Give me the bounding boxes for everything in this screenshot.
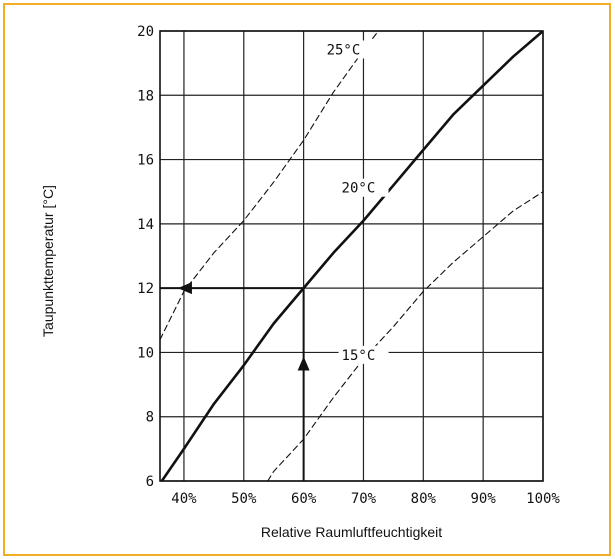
x-tick-label-80: 80%	[411, 491, 437, 507]
plot-border	[159, 30, 544, 482]
series-labels: 25°C 20°C 15°C	[323, 40, 389, 364]
series-label-0: 25°C	[327, 43, 361, 59]
y-tick-label-18: 18	[137, 88, 154, 104]
x-axis-title: Relative Raumluftfeuchtigkeit	[261, 524, 442, 540]
chart-frame: 6 8 10 12 14 16 18 20 40% 50% 60% 70% 80% 90% 100% 25…	[3, 3, 611, 556]
x-tick-label-50: 50%	[231, 491, 257, 507]
series-label-1: 20°C	[342, 181, 376, 197]
x-tick-label-100: 100%	[526, 491, 560, 507]
y-tick-labels: 6 8 10 12 14 16 18 20	[137, 24, 154, 490]
x-tick-label-70: 70%	[351, 491, 377, 507]
series-group	[160, 31, 543, 481]
annotation-group	[160, 282, 310, 481]
series-line-2	[267, 191, 543, 481]
series-label-2: 15°C	[342, 348, 376, 364]
y-tick-label-8: 8	[146, 410, 154, 426]
x-tick-label-90: 90%	[471, 491, 497, 507]
y-tick-label-12: 12	[137, 281, 154, 297]
series-label-bg-2	[338, 345, 389, 364]
y-axis-title: Taupunkttemperatur [°C]	[40, 185, 56, 337]
y-tick-label-20: 20	[137, 24, 154, 40]
dewpoint-chart: 6 8 10 12 14 16 18 20 40% 50% 60% 70% 80% 90% 100% 25…	[40, 24, 560, 540]
y-tick-label-16: 16	[137, 153, 154, 169]
y-tick-label-10: 10	[137, 345, 154, 361]
x-tick-label-40: 40%	[171, 491, 197, 507]
series-line-1	[160, 31, 543, 481]
plot-border-rect	[159, 30, 544, 482]
x-tick-labels: 40% 50% 60% 70% 80% 90% 100%	[171, 491, 560, 507]
series-line-0	[160, 31, 379, 341]
grid	[160, 30, 544, 482]
series-label-bg-1	[338, 178, 389, 197]
y-tick-label-6: 6	[146, 474, 154, 490]
series-label-bg-0	[323, 40, 374, 59]
x-tick-label-60: 60%	[291, 491, 317, 507]
y-tick-label-14: 14	[137, 217, 154, 233]
